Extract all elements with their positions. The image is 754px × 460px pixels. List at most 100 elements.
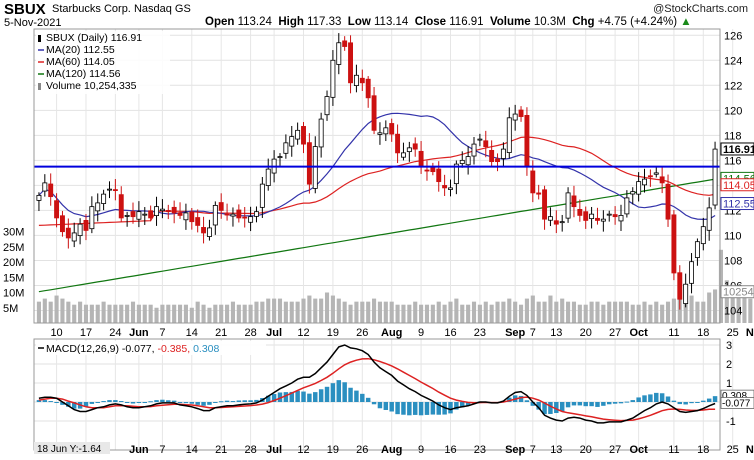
price-tag-text: 112.55	[723, 199, 754, 211]
legend-label: SBUX (Daily) 116.91	[46, 32, 142, 44]
macd-date-label: 25	[727, 444, 739, 456]
price-tick-label: 104	[724, 305, 742, 317]
candle-up	[453, 163, 459, 185]
macd-histogram-bar	[148, 401, 153, 403]
candle-up	[600, 218, 606, 222]
volume-tick-label: 5M	[3, 303, 18, 315]
candle-up	[383, 127, 389, 135]
macd-histogram-bar	[671, 400, 677, 402]
volume-bar	[571, 301, 577, 323]
macd-histogram-bar	[107, 400, 112, 402]
date-tick-label: Jul	[266, 327, 282, 339]
legend-label: MA(60) 114.05	[46, 56, 115, 68]
volume-bar	[354, 301, 359, 323]
volume-bar	[554, 301, 559, 323]
volume-bar	[142, 304, 147, 323]
volume-bar	[636, 304, 641, 323]
volume-bar	[383, 301, 388, 323]
volume-bar	[501, 301, 506, 323]
candle-up	[330, 59, 336, 98]
candle-down	[671, 214, 677, 274]
date-tick-label: 12	[297, 327, 309, 339]
candle-up	[212, 204, 218, 226]
macd-histogram-bar	[54, 402, 59, 403]
macd-tag-box	[720, 397, 754, 409]
chart-frame	[33, 28, 721, 451]
candle-down	[424, 169, 430, 172]
macd-date-label: Oct	[629, 444, 648, 456]
volume-bar	[542, 301, 547, 323]
macd-histogram-bar	[695, 402, 700, 403]
macd-histogram-bar	[571, 402, 577, 406]
candle-down	[583, 211, 589, 221]
candle-up	[318, 118, 324, 148]
candle-up	[265, 168, 271, 186]
ticker-symbol: SBUX	[4, 1, 46, 18]
candle-up	[136, 211, 142, 220]
volume-bar	[54, 295, 59, 323]
macd-date-label: 23	[474, 444, 486, 456]
date-tick-label: 7	[159, 327, 165, 339]
volume-bar	[730, 286, 735, 323]
volume-bar	[207, 307, 212, 323]
candle-down	[524, 114, 530, 168]
volume-bar	[677, 298, 682, 323]
candle-up	[206, 227, 212, 237]
macd-histogram-bar	[689, 402, 694, 404]
macd-panel-frame	[33, 338, 721, 451]
volume-bar	[289, 301, 294, 323]
volume-bar	[401, 304, 406, 323]
macd-legend-box	[36, 341, 266, 355]
candle-down	[577, 209, 583, 216]
date-tick-label: 7	[530, 327, 536, 339]
macd-histogram-bar	[48, 401, 53, 403]
date-tick-label: Sep	[505, 327, 525, 339]
macd-date-label: 20	[580, 444, 592, 456]
macd-histogram-bar	[412, 402, 418, 415]
macd-signal-line	[38, 357, 716, 422]
volume-bar	[330, 295, 335, 323]
candle-up	[71, 232, 77, 242]
price-tick-label: 122	[724, 80, 742, 92]
volume-bar	[701, 301, 706, 323]
candle-up	[565, 192, 571, 219]
price-tag-text: 114.05	[723, 180, 754, 192]
price-tag: 112.55	[720, 197, 754, 211]
date-tick-label: Nov	[746, 327, 754, 339]
candle-down	[518, 109, 524, 117]
candle-down	[659, 176, 665, 184]
macd-histogram-bar	[324, 386, 330, 402]
candlesticks	[36, 33, 718, 310]
macd-histogram-bar	[418, 402, 424, 416]
candle-up	[77, 223, 83, 237]
volume-bar	[366, 301, 371, 323]
company-text: Starbucks Corp.	[52, 3, 131, 15]
candle-up	[630, 191, 636, 195]
volume-bar	[548, 295, 553, 323]
macd-histogram-bar	[548, 402, 553, 414]
candle-up	[400, 152, 406, 158]
macd-histogram-bar	[295, 390, 300, 402]
date-tick-label: 27	[609, 327, 621, 339]
candle-up	[547, 216, 553, 221]
volume-bar	[430, 304, 435, 323]
price-tick-label: 126	[724, 30, 742, 42]
volume-bar	[113, 304, 118, 323]
candle-down	[489, 149, 495, 163]
macd-histogram-bar	[360, 393, 365, 402]
macd-histogram-bar	[665, 396, 671, 402]
macd-date-label: Sep	[505, 444, 525, 456]
crosshair-readout-text: 18 Jun Y:-1.64	[37, 444, 102, 455]
candle-down	[536, 192, 542, 195]
macd-histogram-bar	[124, 402, 130, 403]
macd-histogram-bar	[601, 402, 606, 406]
macd-histogram-bar	[142, 402, 148, 403]
macd-tick-label: 2	[726, 359, 732, 371]
volume-bar	[360, 301, 365, 323]
candle-up	[448, 187, 453, 190]
ma120-line	[38, 178, 716, 293]
low-label: Low	[347, 16, 371, 28]
candle-down	[118, 194, 124, 219]
macd-histogram-bar	[119, 401, 124, 403]
candle-up	[36, 194, 42, 201]
